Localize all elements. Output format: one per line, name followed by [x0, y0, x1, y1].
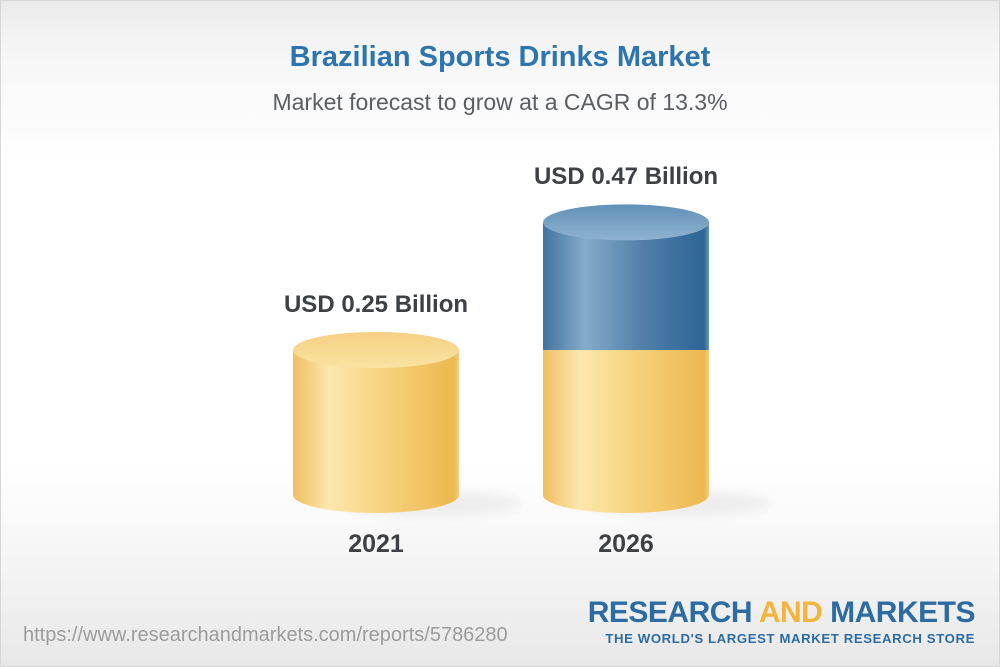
logo-word-markets: MARKETS	[830, 596, 975, 629]
logo-word-and: AND	[758, 596, 823, 629]
bar-2021	[293, 332, 521, 516]
category-label-2026: 2026	[598, 530, 654, 558]
company-logo-wordmark: RESEARCH AND MARKETS	[587, 596, 976, 629]
value-label-2021: USD 0.25 Billion	[283, 291, 469, 318]
page-subtitle: Market forecast to grow at a CAGR of 13.…	[272, 89, 728, 115]
logo-word-research: RESEARCH	[587, 596, 753, 629]
company-logo-tagline: THE WORLD'S LARGEST MARKET RESEARCH STOR…	[605, 631, 975, 646]
value-label-2026: USD 0.47 Billion	[533, 163, 719, 191]
company-logo: RESEARCH AND MARKETS THE WORLD'S LARGEST…	[587, 596, 976, 647]
report-url: https://www.researchandmarkets.com/repor…	[23, 624, 508, 646]
page-title: Brazilian Sports Drinks Market	[289, 41, 711, 73]
category-label-2021: 2021	[348, 530, 404, 558]
bar-2026	[543, 204, 771, 516]
